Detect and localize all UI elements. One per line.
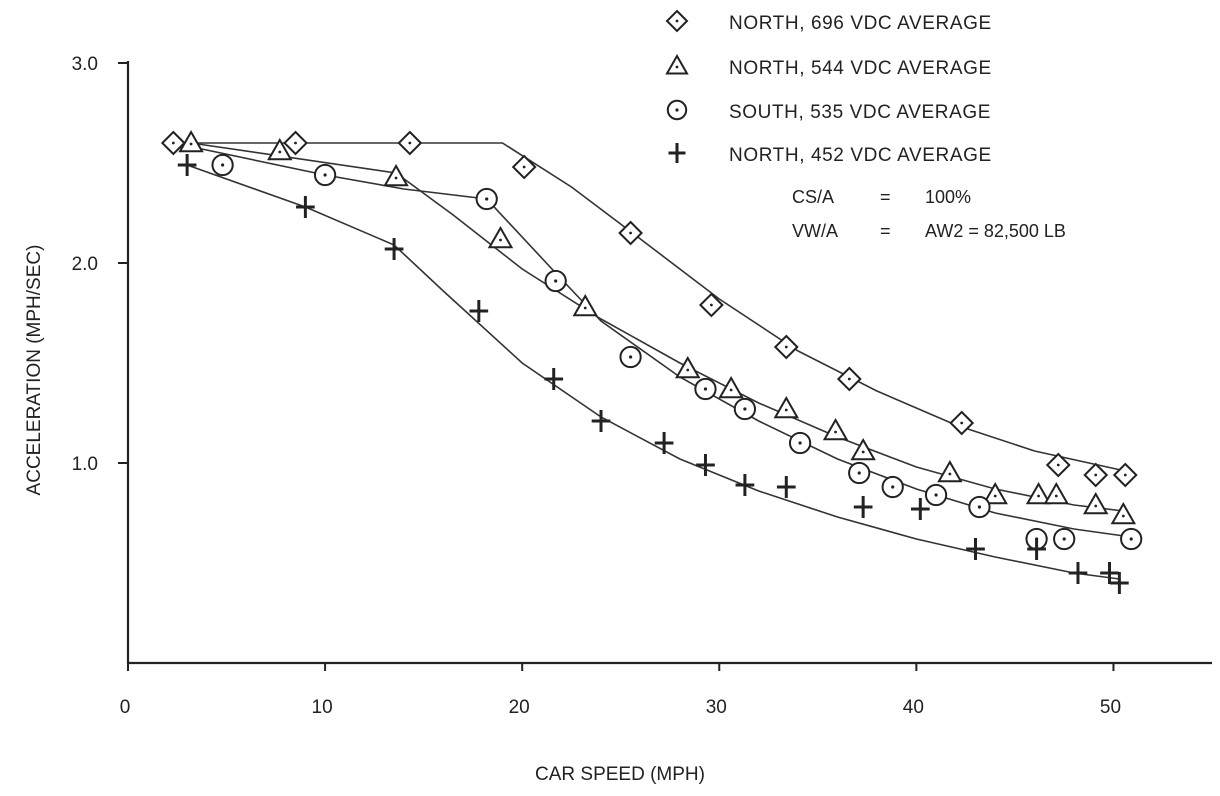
circle-marker bbox=[924, 483, 948, 507]
triangle-marker bbox=[487, 225, 514, 249]
triangle-marker bbox=[850, 437, 876, 461]
plus-marker bbox=[1068, 562, 1088, 584]
plus-marker bbox=[654, 432, 674, 454]
circle-marker bbox=[475, 187, 498, 211]
triangle-marker bbox=[383, 163, 409, 187]
triangle-marker bbox=[1110, 501, 1137, 525]
plus-marker bbox=[177, 154, 197, 176]
circle-marker bbox=[1120, 527, 1143, 551]
diamond-marker bbox=[773, 334, 799, 360]
x-tick-label: 30 bbox=[706, 697, 727, 718]
y-tick-label: 3.0 bbox=[72, 54, 98, 75]
triangle-marker bbox=[675, 355, 701, 379]
plus-marker bbox=[1100, 562, 1119, 584]
circle-marker bbox=[733, 397, 757, 421]
triangle-marker bbox=[937, 459, 963, 483]
diamond-marker bbox=[949, 410, 975, 436]
plus-marker bbox=[591, 410, 611, 432]
diamond-marker bbox=[397, 130, 423, 156]
circle-marker bbox=[211, 153, 234, 177]
plus-marker bbox=[776, 476, 796, 498]
triangle-marker bbox=[1025, 481, 1052, 505]
series-line-diamond bbox=[173, 142, 1126, 472]
diamond-marker bbox=[1112, 462, 1138, 488]
plus-marker bbox=[735, 474, 755, 496]
triangle-marker bbox=[267, 137, 293, 161]
diamond-marker bbox=[836, 366, 862, 392]
legend-label: NORTH, 452 VDC AVERAGE bbox=[729, 145, 992, 166]
triangle-marker bbox=[822, 417, 849, 441]
legend-label: SOUTH, 535 VDC AVERAGE bbox=[729, 102, 991, 123]
diamond-marker bbox=[665, 9, 689, 33]
y-axis-title: ACCELERATION (MPH/SEC) bbox=[24, 245, 45, 496]
x-tick-label: 50 bbox=[1100, 697, 1121, 718]
circle-marker bbox=[694, 377, 717, 401]
annotation-label: VW/A bbox=[792, 221, 838, 241]
plus-marker bbox=[384, 238, 404, 260]
diamond-marker bbox=[160, 130, 186, 156]
circle-marker bbox=[848, 461, 871, 485]
circle-marker bbox=[1053, 527, 1076, 551]
circle-marker bbox=[666, 99, 688, 121]
series-line-circle bbox=[173, 142, 1132, 538]
triangle-marker bbox=[1043, 481, 1070, 505]
circle-marker bbox=[881, 475, 904, 499]
x-tick-label: 20 bbox=[509, 697, 530, 718]
annotation-equals: = bbox=[880, 221, 891, 241]
triangle-marker bbox=[1082, 491, 1109, 515]
x-tick-label: 10 bbox=[312, 697, 333, 718]
circle-marker bbox=[313, 163, 337, 187]
y-tick-label: 1.0 bbox=[72, 454, 98, 475]
plus-marker bbox=[469, 300, 489, 322]
triangle-marker bbox=[718, 375, 744, 399]
triangle-marker bbox=[178, 129, 204, 153]
plus-marker bbox=[668, 143, 686, 163]
legend-label: NORTH, 544 VDC AVERAGE bbox=[729, 58, 992, 79]
x-tick-label: 0 bbox=[120, 697, 131, 718]
triangle-marker bbox=[665, 53, 689, 75]
diamond-marker bbox=[1083, 462, 1109, 488]
y-tick-label: 2.0 bbox=[72, 254, 98, 275]
plus-marker bbox=[544, 368, 564, 390]
circle-marker bbox=[619, 345, 642, 369]
plus-marker bbox=[1027, 538, 1046, 560]
circle-marker bbox=[788, 431, 812, 455]
diamond-marker bbox=[698, 292, 724, 318]
x-axis-title: CAR SPEED (MPH) bbox=[535, 764, 705, 785]
triangle-marker bbox=[982, 481, 1008, 505]
plus-marker bbox=[296, 196, 315, 218]
diamond-marker bbox=[283, 130, 308, 156]
annotations: CS/A = 100% VW/A = AW2 = 82,500 LB bbox=[792, 187, 1066, 241]
diamond-marker bbox=[511, 154, 537, 180]
triangle-marker bbox=[572, 293, 598, 317]
series-line-triangle bbox=[190, 142, 1124, 512]
circle-marker bbox=[968, 495, 991, 519]
plus-marker bbox=[910, 498, 930, 520]
axes: 0 10 20 30 40 50 1.0 2.0 3.0 CAR SPEED (MPH) ACCEL… bbox=[24, 54, 1212, 785]
annotation-value: 100% bbox=[925, 187, 971, 207]
data-points bbox=[160, 129, 1143, 594]
annotation-label: CS/A bbox=[792, 187, 834, 207]
diamond-marker bbox=[1045, 452, 1071, 478]
legend: NORTH, 696 VDC AVERAGE NORTH, 544 VDC AVE… bbox=[665, 9, 992, 166]
triangle-marker bbox=[773, 395, 800, 419]
annotation-value: AW2 = 82,500 LB bbox=[925, 221, 1066, 241]
diamond-marker bbox=[618, 220, 643, 246]
plus-marker bbox=[853, 496, 873, 518]
plus-marker bbox=[966, 538, 985, 560]
legend-label: NORTH, 696 VDC AVERAGE bbox=[729, 13, 992, 34]
x-tick-label: 40 bbox=[903, 697, 924, 718]
plus-marker bbox=[1110, 572, 1129, 594]
plus-marker bbox=[696, 454, 715, 476]
circle-marker bbox=[544, 269, 567, 293]
annotation-equals: = bbox=[880, 187, 891, 207]
